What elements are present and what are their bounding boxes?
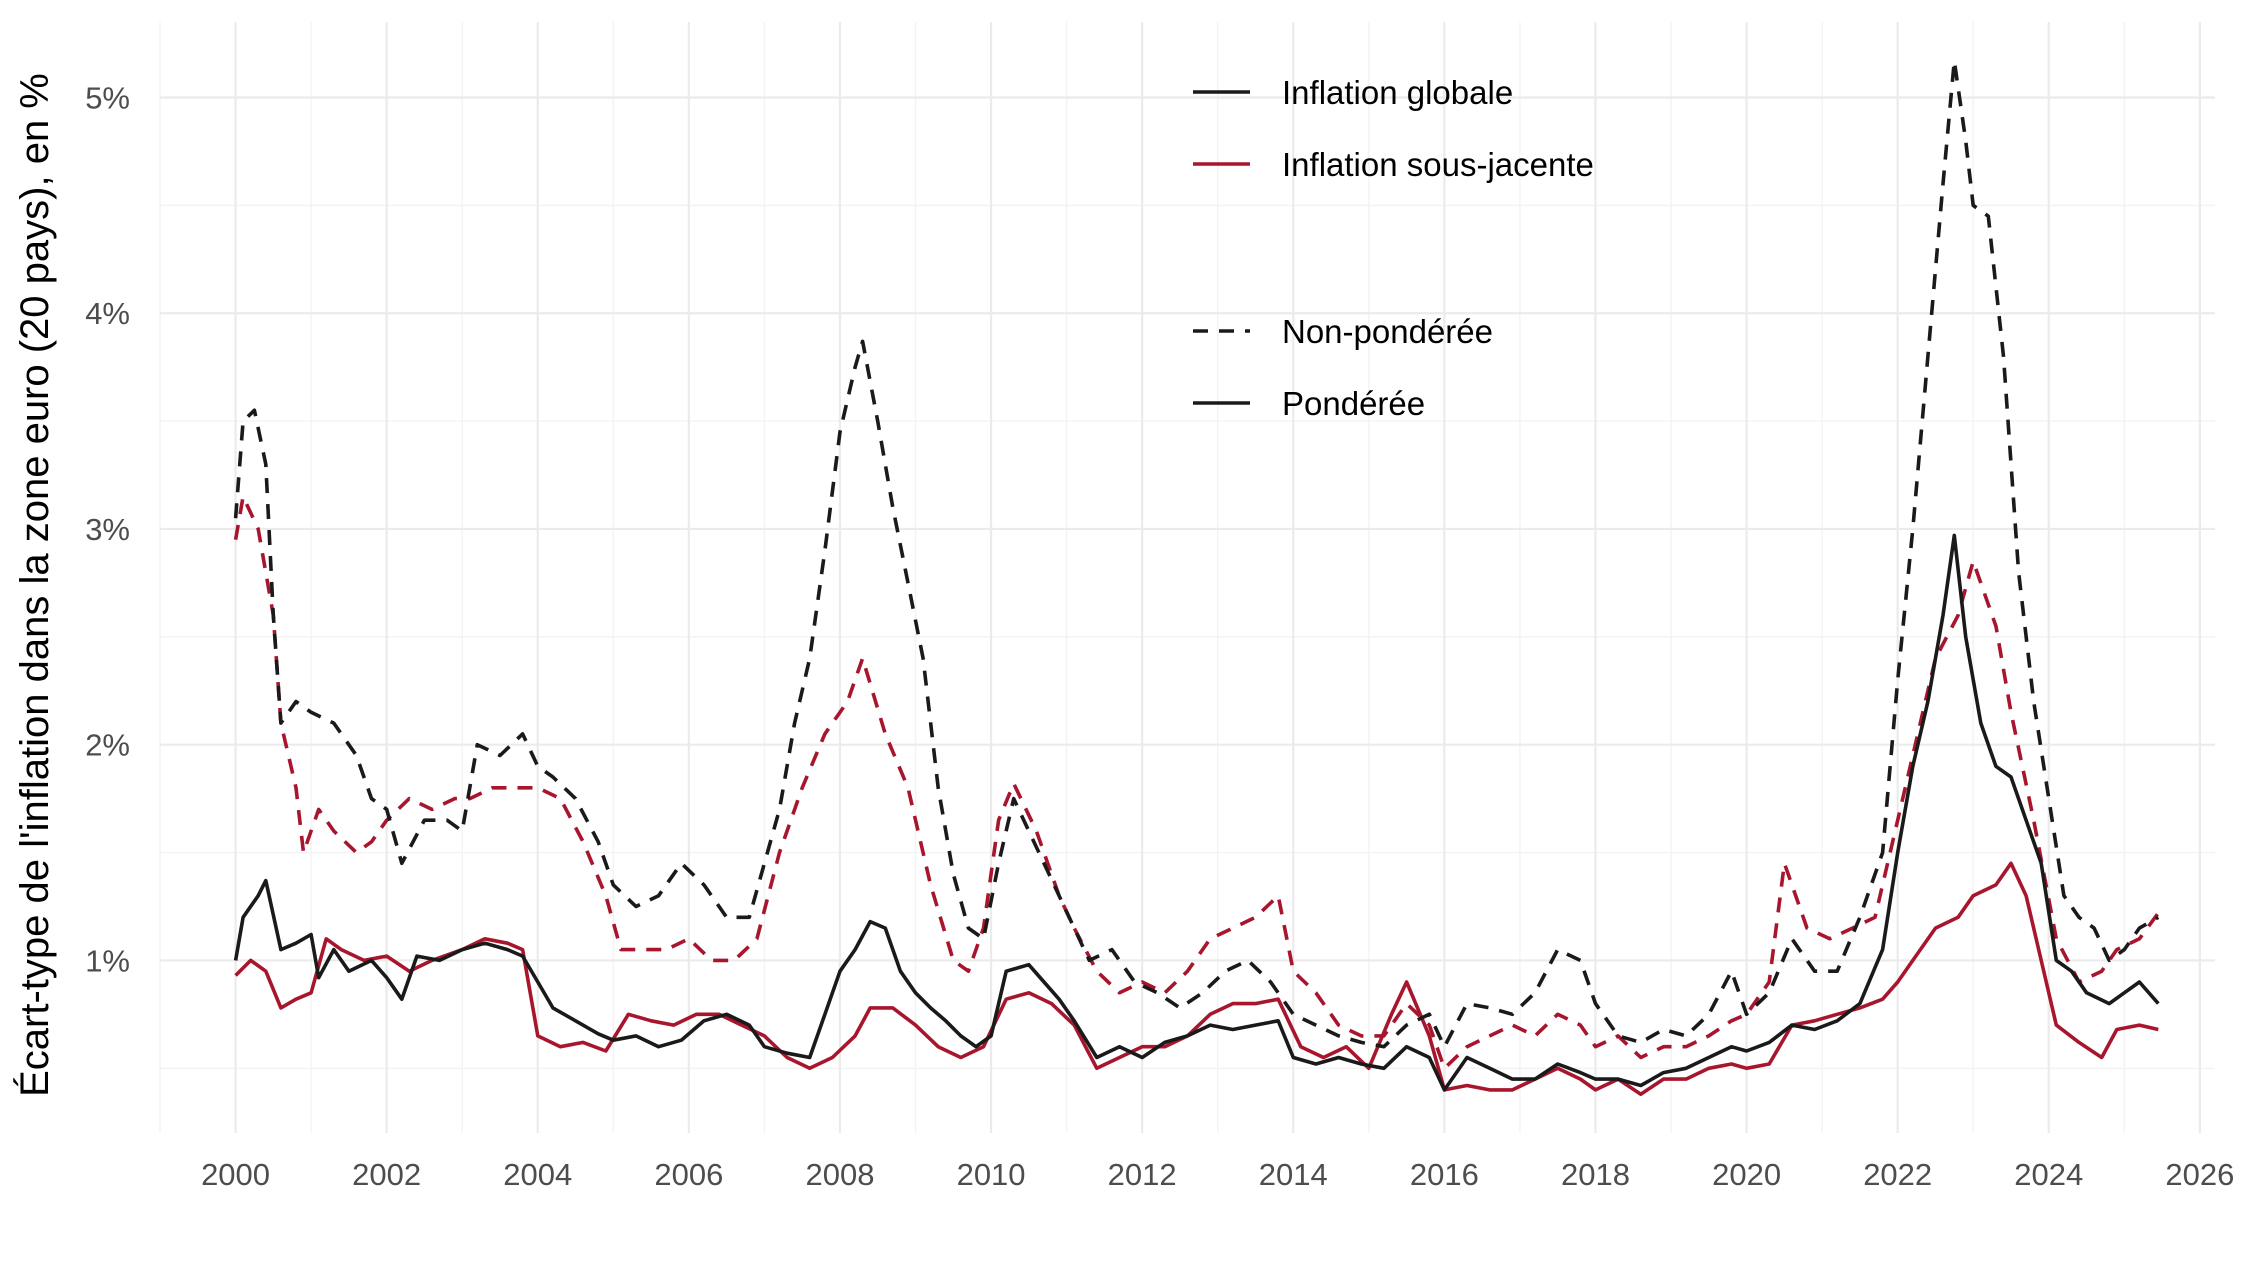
x-tick-label-2024: 2024	[2014, 1157, 2083, 1192]
y-tick-label-2: 2%	[85, 728, 130, 763]
series-line-1	[233, 59, 2160, 1049]
axis-layer: 2000 2002 2004 2006 2008 2010 2012 2014 2016 2018…	[85, 81, 2234, 1192]
y-tick-label-5: 5%	[85, 81, 130, 116]
x-tick-label-2020: 2020	[1712, 1157, 1781, 1192]
x-tick-label-2016: 2016	[1410, 1157, 1479, 1192]
legend: Inflation globale Inflation sous-jacente…	[1193, 74, 1594, 422]
x-tick-label-2022: 2022	[1863, 1157, 1932, 1192]
series-line-0	[233, 533, 2160, 1092]
series-layer	[233, 59, 2160, 1096]
legend-label-inflation-sous-jacente: Inflation sous-jacente	[1282, 146, 1594, 183]
x-tick-label-2012: 2012	[1108, 1157, 1177, 1192]
x-tick-label-2010: 2010	[957, 1157, 1026, 1192]
x-tick-label-2004: 2004	[503, 1157, 572, 1192]
x-tick-label-2008: 2008	[805, 1157, 874, 1192]
x-tick-label-2000: 2000	[201, 1157, 270, 1192]
y-tick-label-3: 3%	[85, 512, 130, 547]
y-axis-title: Écart-type de l'inflation dans la zone e…	[12, 73, 57, 1097]
x-tick-label-2014: 2014	[1259, 1157, 1328, 1192]
series-line-2	[234, 861, 2159, 1096]
series-line-3	[233, 494, 2160, 1071]
x-tick-label-2006: 2006	[654, 1157, 723, 1192]
x-tick-label-2002: 2002	[352, 1157, 421, 1192]
legend-label-inflation-globale: Inflation globale	[1282, 74, 1513, 111]
x-tick-label-2026: 2026	[2165, 1157, 2234, 1192]
legend-label-ponderee: Pondérée	[1282, 385, 1425, 422]
y-tick-label-1: 1%	[85, 943, 130, 978]
x-tick-label-2018: 2018	[1561, 1157, 1630, 1192]
y-tick-label-4: 4%	[85, 296, 130, 331]
legend-label-non-ponderee: Non-pondérée	[1282, 313, 1493, 350]
